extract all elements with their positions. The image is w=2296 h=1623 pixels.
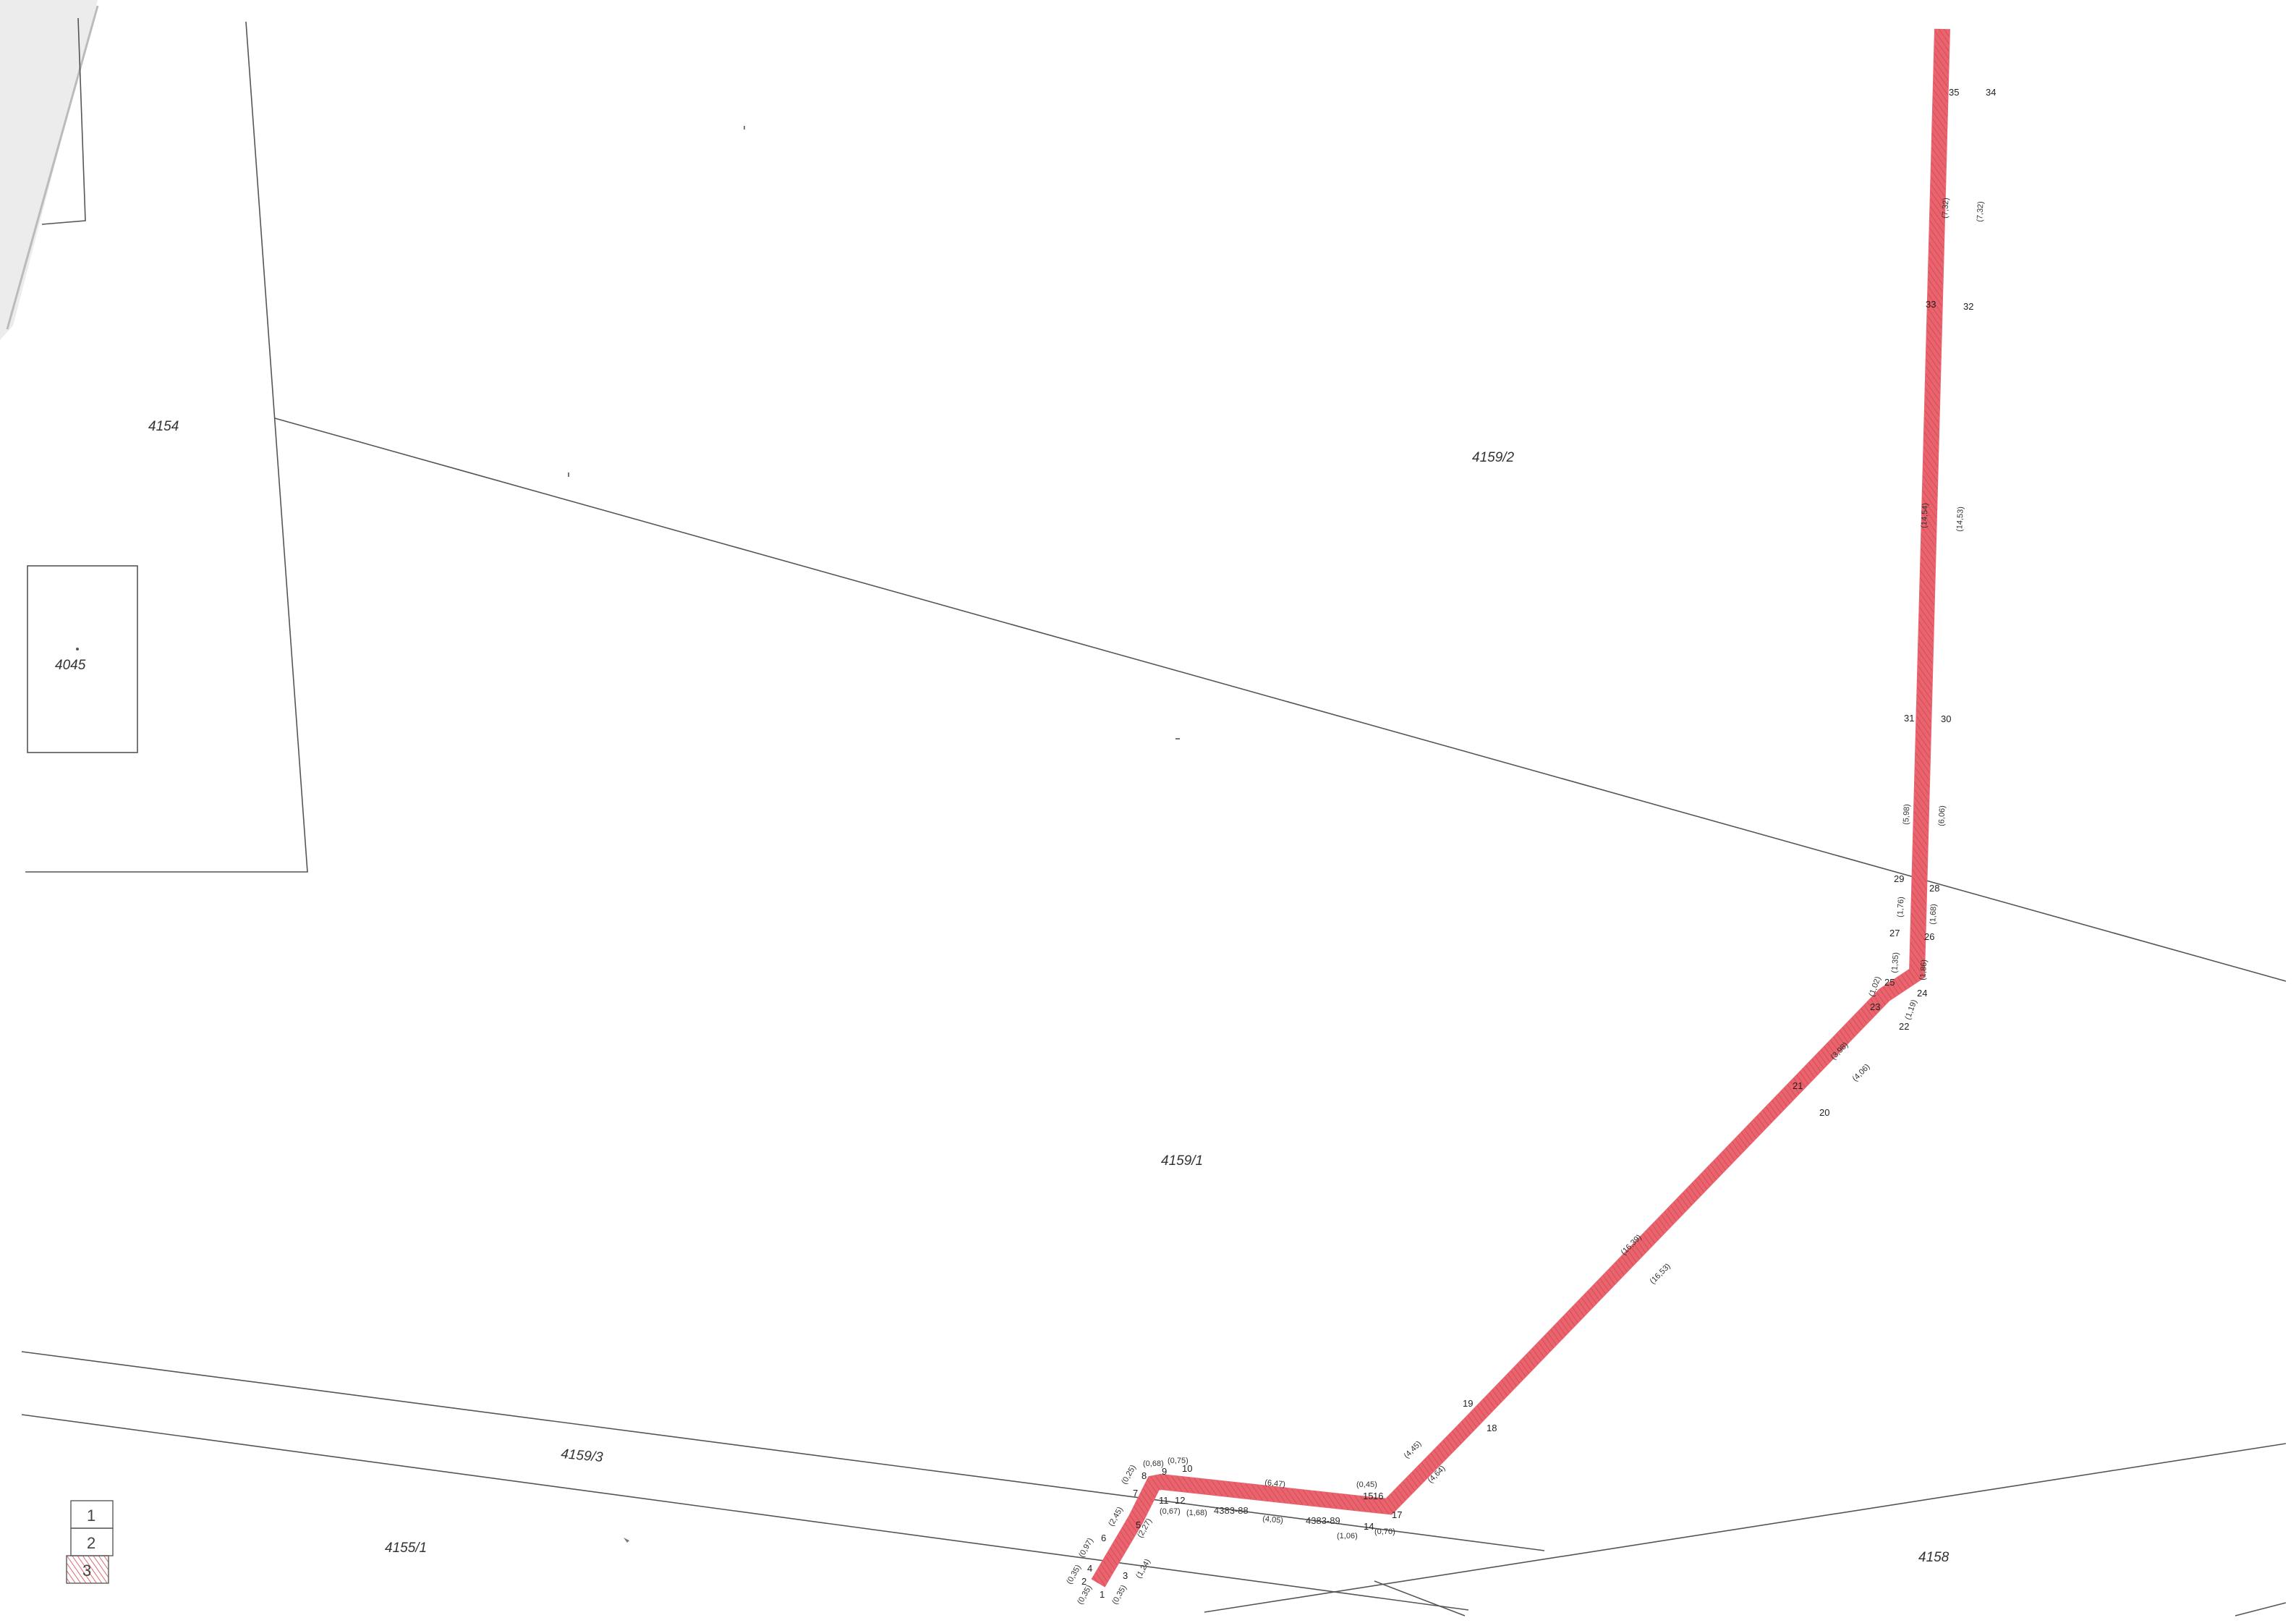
distance-label: (5,98) (1902, 804, 1911, 825)
distance-label: (7,32) (1976, 201, 1985, 222)
distance-label: (2,45) (1107, 1506, 1125, 1528)
distance-label: (1,86) (1918, 959, 1929, 981)
point-label: 7 (1133, 1488, 1138, 1499)
distance-label: (0,97) (1077, 1537, 1095, 1559)
distance-label: (0,70) (1374, 1527, 1395, 1536)
point-label: 8 (1141, 1470, 1147, 1481)
point-label: 24 (1917, 988, 1927, 999)
point-label: 3 (1123, 1570, 1128, 1581)
point-label: 17 (1392, 1509, 1402, 1520)
parcel-boundaries (21, 17, 2287, 1616)
point-label: 26 (1924, 931, 1934, 942)
right-of-way-strip (1091, 28, 1950, 1588)
point-label: 4 (1087, 1563, 1092, 1574)
point-label: 28 (1929, 883, 1939, 894)
point-label: 19 (1463, 1398, 1473, 1409)
distance-label: (0,75) (1168, 1457, 1189, 1465)
point-label: 1 (1100, 1589, 1105, 1600)
distance-label: (1,68) (1929, 904, 1938, 925)
parcel-label-4155-1: 4155/1 (385, 1541, 427, 1556)
parcel-label-4159-2: 4159/2 (1472, 450, 1515, 465)
distance-label: (0,67) (1160, 1507, 1181, 1516)
distance-label: (0,68) (1143, 1459, 1164, 1468)
parcel-label-4158: 4158 (1918, 1550, 1950, 1565)
point-label: 6 (1101, 1533, 1106, 1543)
distance-label: (16,53) (1649, 1262, 1672, 1286)
legend-label-1: 1 (87, 1507, 95, 1525)
parcel-label-4159-3: 4159/3 (561, 1446, 604, 1465)
point-label: 33 (1926, 299, 1936, 310)
distance-label: (1,24) (1134, 1558, 1152, 1580)
distance-label: (6,06) (1937, 805, 1947, 826)
distance-label: (0,45) (1356, 1480, 1377, 1489)
distance-label: (0,25) (1120, 1464, 1138, 1486)
point-label: 18 (1487, 1423, 1497, 1433)
point-label: 22 (1899, 1021, 1909, 1032)
point-label: 25 (1884, 977, 1895, 988)
point-label: 16 (1373, 1491, 1383, 1501)
distance-label: (6,47) (1264, 1478, 1286, 1489)
point-label: 21 (1793, 1080, 1803, 1091)
parcel-label-4154: 4154 (148, 419, 179, 434)
distance-label: (4,05) (1262, 1514, 1284, 1525)
point-label: 15 (1363, 1491, 1373, 1501)
parcel-label-4383-88: 4383-88 (1214, 1505, 1249, 1516)
distance-label: (7,32) (1941, 198, 1950, 219)
point-label: 11 (1159, 1495, 1169, 1506)
legend-label-2: 2 (87, 1534, 95, 1552)
distance-label: (4,06) (1851, 1062, 1872, 1083)
point-label: 5 (1136, 1520, 1141, 1530)
distance-label: (0,35) (1110, 1584, 1128, 1606)
legend-box-3 (66, 1555, 109, 1584)
legend-label-3: 3 (82, 1561, 91, 1580)
distance-labels: (0,35) (0,97) (0,35) (0,35) (1,24) (2,45… (1065, 198, 1985, 1606)
distance-label: (1,68) (1186, 1509, 1207, 1517)
parcel-label-4045: 4045 (55, 658, 86, 673)
point-label: 12 (1175, 1495, 1185, 1506)
point-label: 29 (1894, 873, 1904, 884)
parcel-label-4159-1: 4159/1 (1161, 1153, 1203, 1169)
point-label: 14 (1364, 1521, 1374, 1532)
parcel-labels: 4154 4045 4159/2 4159/1 4159/3 4155/1 41… (55, 419, 1950, 1565)
scan-specks (568, 126, 1180, 1543)
point-label: 23 (1870, 1001, 1880, 1012)
point-label: 27 (1889, 928, 1900, 938)
distance-label: (14,53) (1955, 507, 1965, 532)
point-label: 31 (1904, 713, 1914, 724)
point-label: 35 (1949, 87, 1959, 98)
point-label: 34 (1986, 87, 1996, 98)
distance-label: (0,35) (1065, 1564, 1083, 1586)
scan-edge-shadow (0, 0, 98, 340)
scan-edge-line (6, 5, 99, 330)
distance-label: (1,06) (1337, 1532, 1358, 1541)
point-label: 30 (1941, 713, 1951, 724)
point-label: 10 (1182, 1463, 1192, 1474)
legend: 1 2 3 (66, 1500, 114, 1584)
parcel-label-4383-89: 4383-89 (1306, 1515, 1340, 1526)
distance-label: (1,35) (1890, 952, 1900, 974)
break-point-numbers: 1 2 3 4 5 6 7 8 9 10 11 12 14 15 16 17 1… (1081, 87, 1996, 1600)
distance-label: (4,45) (1403, 1439, 1424, 1460)
point-label: 20 (1819, 1107, 1829, 1118)
distance-label: (1,76) (1896, 897, 1905, 918)
point-label: 32 (1963, 301, 1973, 312)
parcel-4045-marker (76, 648, 79, 651)
distance-label: (1,19) (1904, 999, 1919, 1021)
point-label: 9 (1162, 1466, 1167, 1477)
distance-label: (14,54) (1920, 503, 1930, 528)
distance-label: (0,35) (1076, 1584, 1094, 1606)
point-label: 2 (1081, 1576, 1087, 1587)
